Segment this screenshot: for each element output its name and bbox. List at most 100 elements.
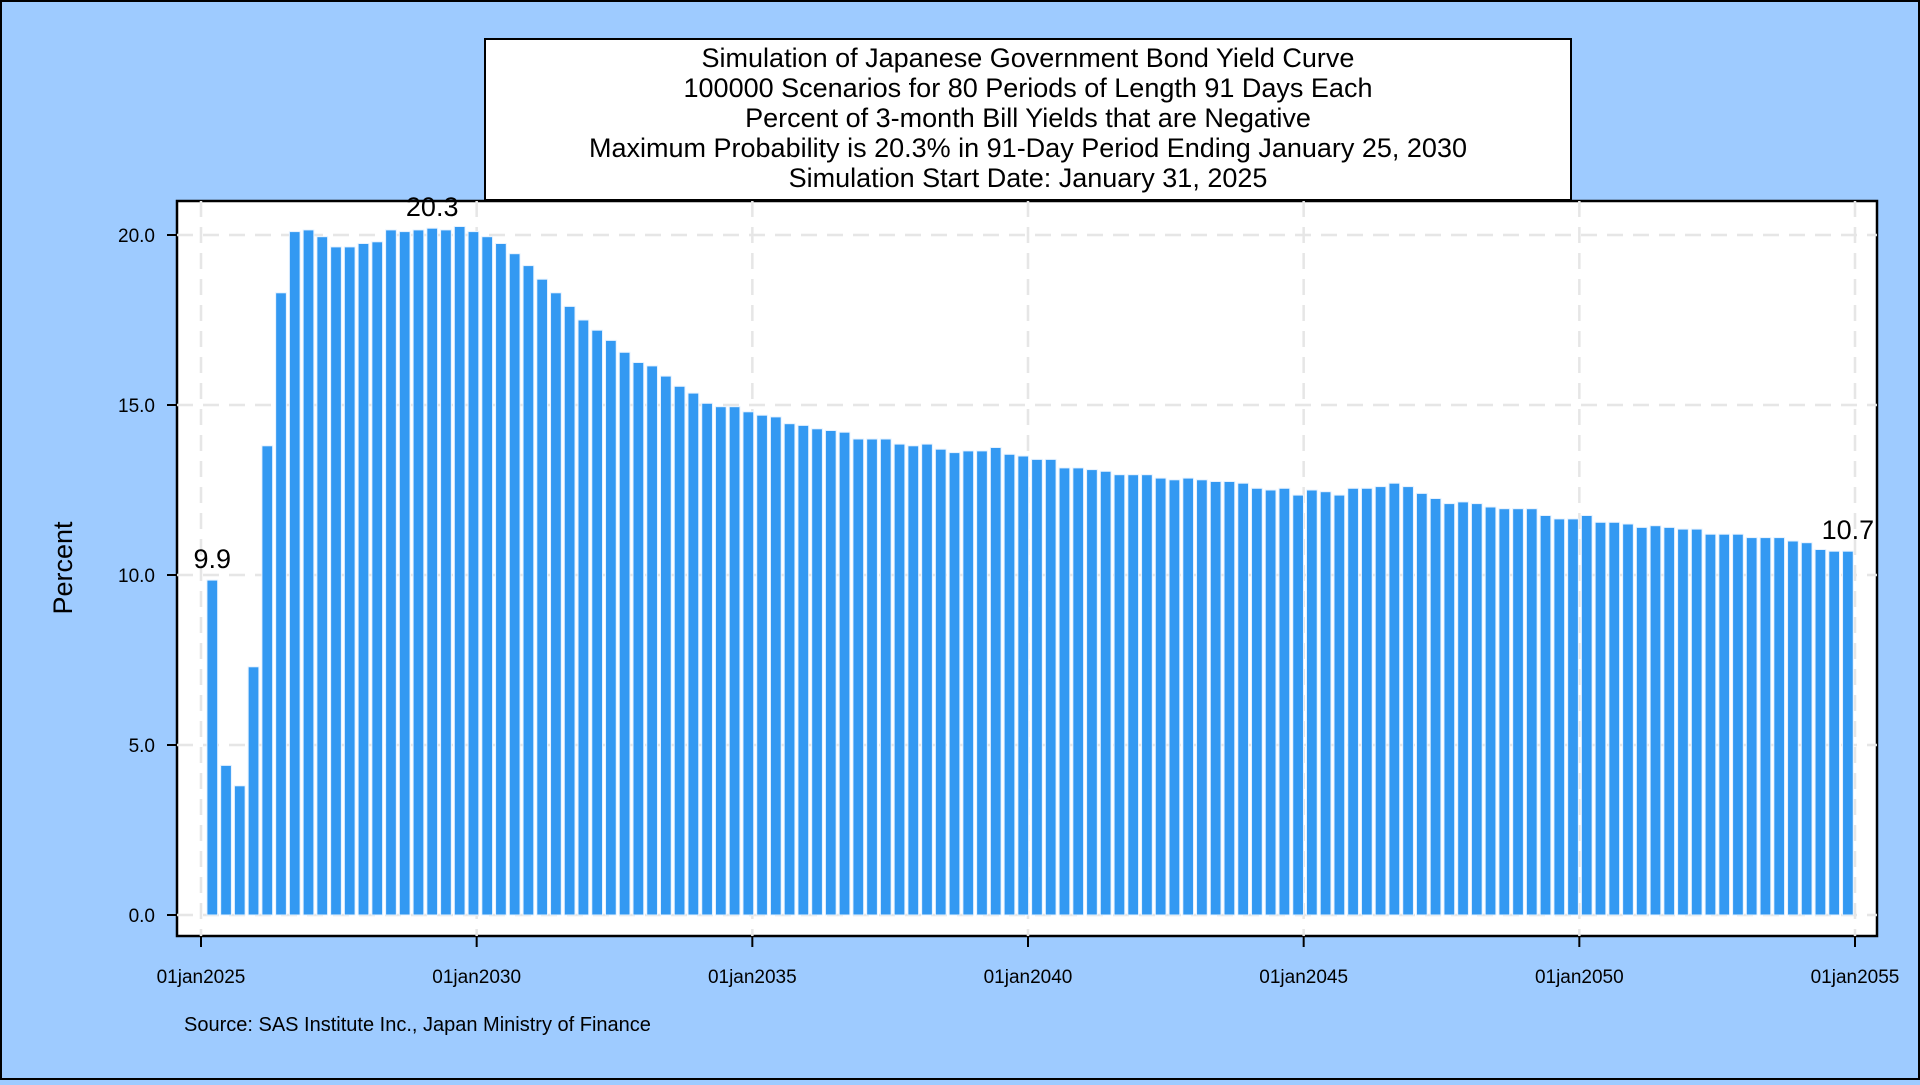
bar xyxy=(357,243,370,916)
x-tick-label: 01jan2050 xyxy=(1535,967,1624,988)
annotations: 9.9 20.3 10.7 xyxy=(194,192,1875,574)
bar xyxy=(659,375,672,916)
bar xyxy=(1154,477,1167,916)
source-note: Source: SAS Institute Inc., Japan Minist… xyxy=(184,1014,651,1036)
bar xyxy=(1209,481,1222,916)
bar xyxy=(1196,479,1208,916)
bar xyxy=(220,764,232,916)
bar xyxy=(989,447,1002,916)
chart-title-line: Percent of 3-month Bill Yields that are … xyxy=(745,103,1311,133)
bar xyxy=(714,406,727,916)
bar xyxy=(1663,526,1676,916)
x-tick-label: 01jan2040 xyxy=(984,967,1073,988)
bar xyxy=(233,785,246,916)
x-tick-label: 01jan2045 xyxy=(1259,967,1348,988)
bar xyxy=(1264,489,1277,916)
bar xyxy=(1086,469,1098,916)
x-tick-label: 01jan2055 xyxy=(1811,967,1900,988)
bar xyxy=(1704,533,1717,916)
bar xyxy=(1525,508,1538,916)
bar xyxy=(371,241,384,916)
bar xyxy=(288,231,301,916)
bar xyxy=(1003,453,1016,916)
bar xyxy=(1608,521,1621,916)
bar xyxy=(824,430,837,916)
bar xyxy=(1278,487,1291,916)
bar xyxy=(687,392,700,916)
bar xyxy=(1773,537,1786,916)
bar xyxy=(1580,515,1593,916)
bar xyxy=(247,666,260,916)
bar xyxy=(948,452,961,916)
bar xyxy=(1443,503,1456,916)
bar xyxy=(1251,487,1263,916)
bar xyxy=(481,236,494,916)
bar xyxy=(1031,458,1043,916)
bar xyxy=(1594,521,1607,916)
bar xyxy=(1622,523,1634,916)
bar xyxy=(426,227,439,916)
bar xyxy=(1814,549,1827,916)
bar xyxy=(1237,482,1249,916)
bar xyxy=(1677,528,1689,916)
bar xyxy=(797,424,810,916)
bar xyxy=(563,305,576,916)
bar xyxy=(1690,528,1703,916)
bar xyxy=(742,411,755,916)
bar xyxy=(934,448,947,916)
bar xyxy=(343,246,356,916)
x-tick-label: 01jan2025 xyxy=(157,967,246,988)
bar xyxy=(1745,537,1758,916)
bar xyxy=(1470,503,1483,916)
axes: 0.0 5.0 10.0 15.0 20.0 01jan2025 01jan2030 01ja… xyxy=(118,226,1899,988)
bar xyxy=(1374,486,1387,916)
bar xyxy=(1017,455,1030,916)
bar xyxy=(1800,542,1813,916)
bar xyxy=(412,229,425,916)
bar xyxy=(962,450,975,916)
title-box xyxy=(484,38,1572,201)
title-block: Simulation of Japanese Government Bond Y… xyxy=(589,43,1467,193)
bar xyxy=(577,319,590,916)
bar xyxy=(1732,533,1744,916)
bar xyxy=(1306,489,1318,916)
bar xyxy=(591,329,603,916)
bar xyxy=(632,362,645,916)
bar xyxy=(495,243,507,916)
bar xyxy=(1099,470,1112,916)
bar xyxy=(1553,518,1566,916)
bar xyxy=(618,351,631,916)
bar xyxy=(536,278,549,916)
bar xyxy=(1388,482,1401,916)
bar xyxy=(275,292,287,916)
bar xyxy=(398,231,411,916)
bar xyxy=(1319,491,1332,916)
chart-title-line: Maximum Probability is 20.3% in 91-Day P… xyxy=(589,133,1467,163)
bar xyxy=(1113,474,1126,916)
bar xyxy=(1457,501,1469,916)
data-label: 20.3 xyxy=(406,192,459,222)
bar xyxy=(1828,550,1841,916)
bar xyxy=(852,438,865,916)
data-label: 9.9 xyxy=(194,544,232,574)
bar xyxy=(1787,540,1799,916)
bar xyxy=(907,445,920,916)
y-axis-label: Percent xyxy=(48,521,78,615)
bar xyxy=(1360,487,1373,916)
bar xyxy=(206,579,219,916)
bar xyxy=(728,406,741,916)
bar xyxy=(605,339,617,916)
bar xyxy=(330,246,342,916)
bar xyxy=(866,438,878,916)
bar xyxy=(1292,494,1304,916)
bar xyxy=(811,428,823,916)
bar xyxy=(385,229,397,916)
y-tick-label: 5.0 xyxy=(129,736,155,757)
bar xyxy=(921,443,933,916)
bar xyxy=(701,402,713,916)
y-tick-label: 0.0 xyxy=(129,906,155,927)
bar xyxy=(893,443,906,916)
bar xyxy=(1168,479,1181,916)
